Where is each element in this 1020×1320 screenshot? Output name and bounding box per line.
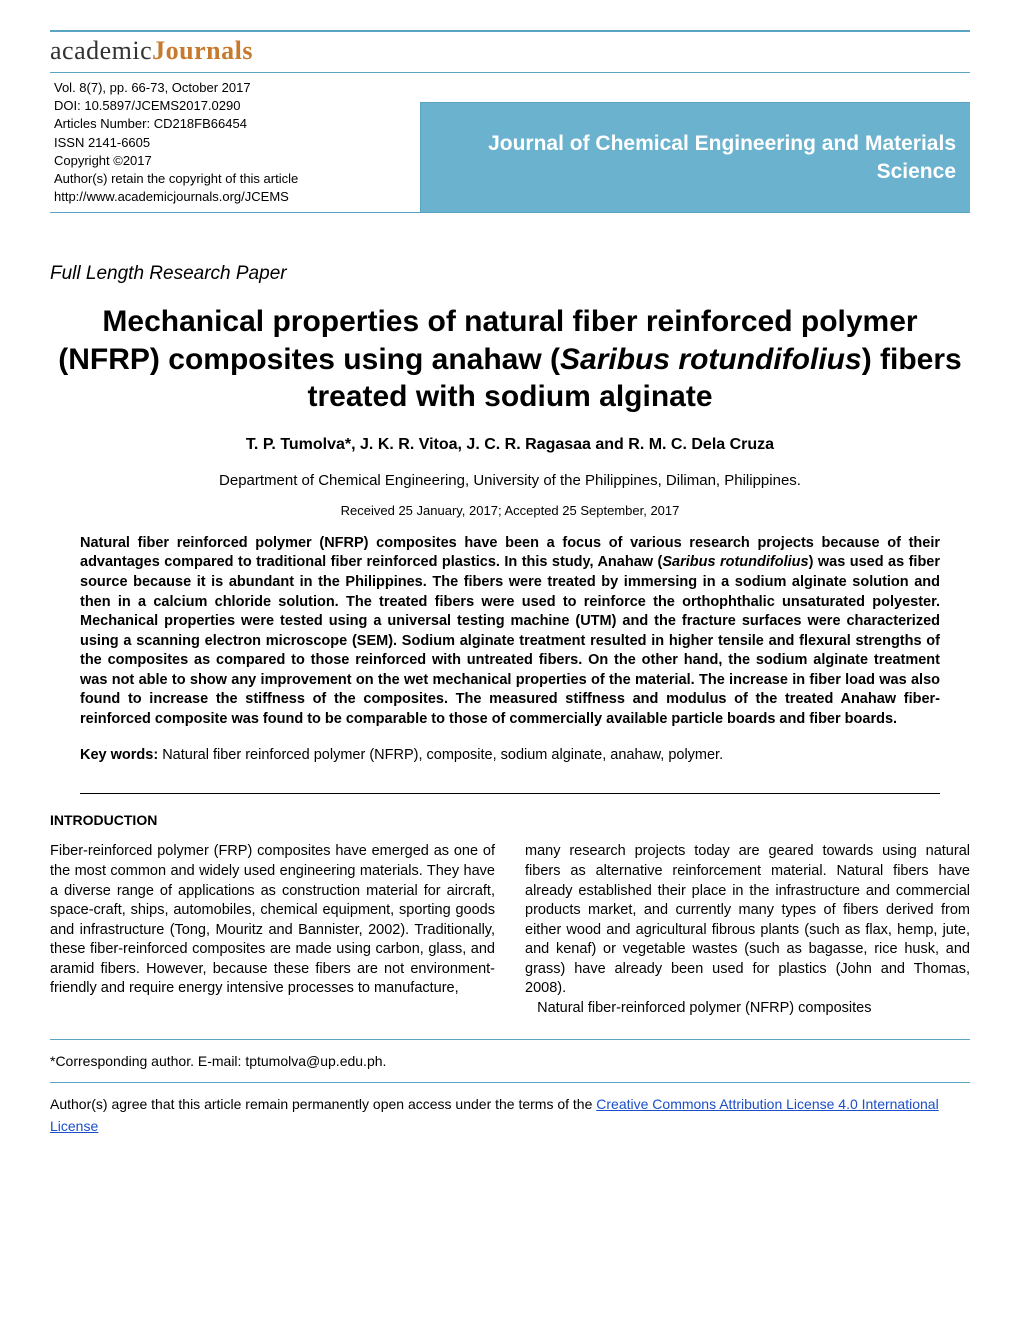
oa-text: Author(s) agree that this article remain… — [50, 1096, 596, 1112]
meta-doi: DOI: 10.5897/JCEMS2017.0290 — [54, 97, 412, 115]
abstract: Natural fiber reinforced polymer (NFRP) … — [80, 534, 940, 730]
introduction-heading: INTRODUCTION — [50, 812, 970, 828]
body-col-right: many research projects today are geared … — [525, 842, 970, 1018]
header-block: Vol. 8(7), pp. 66-73, October 2017 DOI: … — [50, 72, 970, 213]
footer-rule — [50, 1082, 970, 1083]
top-rule — [50, 30, 970, 32]
meta-article-number: Articles Number: CD218FB66454 — [54, 115, 412, 133]
journal-title: Journal of Chemical Engineering and Mate… — [435, 130, 956, 185]
body-columns: Fiber-reinforced polymer (FRP) composite… — [50, 842, 970, 1018]
corresponding-author: *Corresponding author. E-mail: tptumolva… — [50, 1050, 970, 1072]
abstract-rule — [80, 793, 940, 794]
abstract-scientific-name: Saribus rotundifolius — [662, 554, 808, 570]
meta-volume: Vol. 8(7), pp. 66-73, October 2017 — [54, 79, 412, 97]
logo-part2: Journals — [152, 36, 253, 66]
journal-spacer — [420, 73, 970, 103]
article-meta: Vol. 8(7), pp. 66-73, October 2017 DOI: … — [50, 73, 420, 212]
body-col2-p2: Natural fiber-reinforced polymer (NFRP) … — [537, 1000, 871, 1016]
publisher-logo: academicJournals — [50, 36, 970, 66]
journal-box-wrap: Journal of Chemical Engineering and Mate… — [420, 73, 970, 212]
meta-copyright: Copyright ©2017 — [54, 152, 412, 170]
meta-retain: Author(s) retain the copyright of this a… — [54, 170, 412, 188]
keywords-label: Key words: — [80, 747, 158, 763]
body-col2-p1: many research projects today are geared … — [525, 843, 970, 996]
abstract-post: ) was used as fiber source because it is… — [80, 554, 940, 727]
meta-url: http://www.academicjournals.org/JCEMS — [54, 188, 412, 206]
affiliation: Department of Chemical Engineering, Univ… — [50, 472, 970, 489]
title-scientific-name: Saribus rotundifolius — [560, 343, 862, 376]
authors: T. P. Tumolva*, J. K. R. Vitoa, J. C. R.… — [50, 436, 970, 454]
keywords: Key words: Natural fiber reinforced poly… — [80, 747, 940, 763]
logo-part1: academic — [50, 36, 152, 66]
journal-box: Journal of Chemical Engineering and Mate… — [420, 103, 970, 212]
paper-type: Full Length Research Paper — [50, 263, 970, 285]
meta-issn: ISSN 2141-6605 — [54, 134, 412, 152]
open-access-statement: Author(s) agree that this article remain… — [50, 1093, 970, 1138]
body-col-left: Fiber-reinforced polymer (FRP) composite… — [50, 842, 495, 1018]
received-accepted-dates: Received 25 January, 2017; Accepted 25 S… — [50, 503, 970, 518]
keywords-text: Natural fiber reinforced polymer (NFRP),… — [158, 747, 723, 763]
article-title: Mechanical properties of natural fiber r… — [50, 303, 970, 416]
footer-block: *Corresponding author. E-mail: tptumolva… — [50, 1039, 970, 1138]
